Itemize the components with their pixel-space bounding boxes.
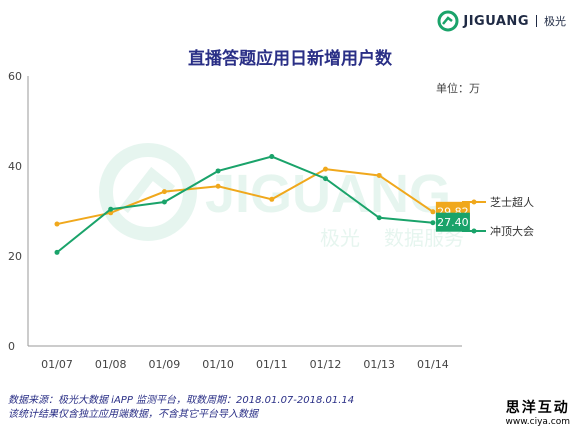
chart-unit: 单位：万 bbox=[436, 82, 480, 95]
end-label-box-series-2 bbox=[435, 212, 470, 232]
x-tick-label: 01/14 bbox=[417, 358, 449, 371]
data-source-note: 数据来源：极光大数据 iAPP 监测平台，取数周期：2018.01.07-201… bbox=[8, 394, 354, 422]
legend-item-series-2: 冲顶大会 bbox=[462, 223, 534, 239]
y-axis-ticks: 0 20 40 60 bbox=[8, 70, 22, 353]
watermark-text: JIGUANG bbox=[205, 164, 451, 224]
watermark: JIGUANG 极光 数据服务 bbox=[99, 143, 464, 250]
site-stamp: 思洋互动 www.ciya.com bbox=[506, 397, 571, 427]
y-tick-label: 40 bbox=[8, 160, 22, 173]
brand-name: JIGUANG bbox=[463, 13, 529, 29]
watermark-sub1: 极光 bbox=[320, 226, 360, 250]
x-tick-label: 01/07 bbox=[41, 358, 73, 371]
data-point-series-2 bbox=[161, 199, 167, 205]
stamp-title: 思洋互动 bbox=[505, 400, 570, 416]
x-tick-label: 01/09 bbox=[149, 358, 181, 371]
data-point-series-2 bbox=[108, 206, 114, 212]
brand-logo: JIGUANG 极光 bbox=[437, 10, 566, 32]
x-tick-label: 01/11 bbox=[256, 358, 288, 371]
x-tick-label: 01/08 bbox=[95, 358, 127, 371]
legend-label-series-2: 冲顶大会 bbox=[490, 225, 534, 238]
data-point-series-2 bbox=[430, 220, 436, 226]
brand-divider bbox=[536, 15, 537, 27]
data-point-series-2 bbox=[215, 168, 221, 174]
data-point-series-1 bbox=[215, 183, 221, 189]
data-point-series-1 bbox=[54, 221, 60, 227]
data-point-series-1 bbox=[161, 189, 167, 195]
series-line-1 bbox=[56, 168, 434, 226]
y-tick-label: 20 bbox=[8, 250, 22, 263]
legend-label-series-1: 芝士超人 bbox=[490, 196, 534, 209]
end-label-series-2: 27.40 bbox=[437, 216, 469, 229]
data-point-series-1 bbox=[376, 172, 382, 178]
data-point-series-2 bbox=[376, 215, 382, 221]
x-tick-label: 01/10 bbox=[202, 358, 234, 371]
y-tick-label: 0 bbox=[8, 340, 15, 353]
source-line-2: 该统计结果仅含独立应用端数据，不含其它平台导入数据 bbox=[8, 409, 258, 420]
data-point-series-1 bbox=[108, 210, 114, 216]
x-tick-label: 01/12 bbox=[310, 358, 342, 371]
source-line-1: 数据来源：极光大数据 iAPP 监测平台，取数周期：2018.01.07-201… bbox=[8, 395, 355, 406]
legend-swatch-series-1 bbox=[462, 199, 486, 205]
legend-swatch-series-2 bbox=[462, 228, 486, 234]
logo-icon bbox=[437, 10, 459, 32]
data-point-series-1 bbox=[323, 166, 328, 172]
chart-title: 直播答题应用日新增用户数 bbox=[188, 49, 392, 69]
data-point-series-1 bbox=[430, 209, 436, 215]
legend-item-series-1: 芝士超人 bbox=[462, 194, 534, 210]
series-line-2 bbox=[56, 155, 433, 254]
data-point-series-2 bbox=[269, 154, 275, 160]
data-point-series-2 bbox=[323, 176, 328, 182]
stamp-url: www.ciya.com bbox=[505, 417, 571, 427]
x-axis-ticks: 01/07 01/08 01/09 01/10 01/11 01/12 01/13 01/14 bbox=[41, 358, 449, 371]
brand-sub: 极光 bbox=[544, 15, 566, 28]
y-tick-label: 60 bbox=[8, 70, 22, 83]
data-point-series-2 bbox=[54, 249, 60, 255]
data-point-series-1 bbox=[269, 196, 275, 202]
x-tick-label: 01/13 bbox=[363, 358, 395, 371]
